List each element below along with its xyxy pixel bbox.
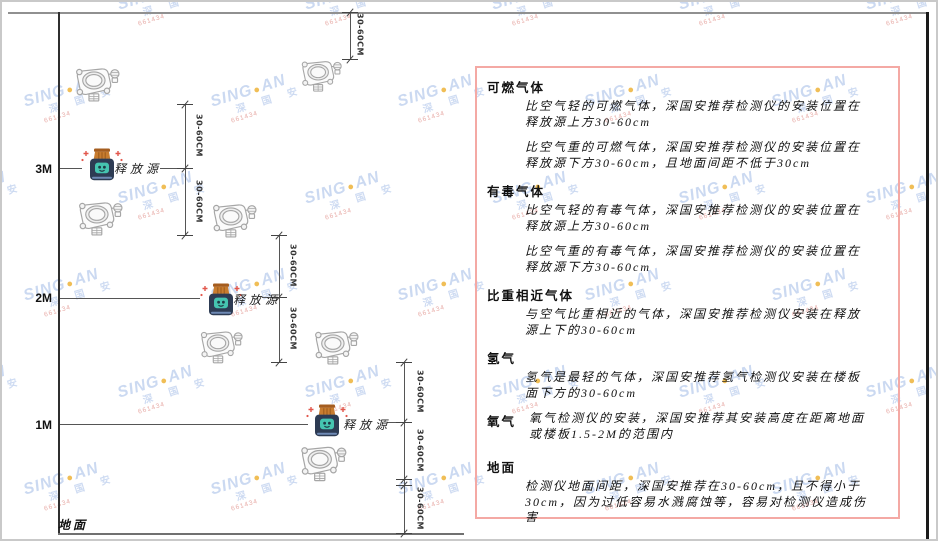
leader-1m-to-dim [387, 422, 404, 423]
level-line-1m [60, 424, 308, 425]
dim-line-1m [404, 362, 405, 535]
gas-detector-icon [197, 328, 245, 365]
brand-dot-icon: ● [438, 277, 450, 291]
dim-line-ceiling [350, 12, 351, 59]
leader-2m-to-dim [262, 297, 279, 298]
ceiling-line [8, 12, 926, 14]
brand-dot-icon: ● [251, 471, 263, 485]
gas-detector-icon [75, 199, 125, 237]
ground-line [58, 533, 464, 535]
section-hydrogen: 氢气 氢气是最轻的气体，深国安推荐氢气检测仪安装在楼板面下方的30-60cm [487, 348, 888, 401]
section-similar-density-gas: 比重相近气体 与空气比重相近的气体，深国安推荐检测仪安装在释放源上下的30-60… [487, 285, 888, 338]
section-heading: 可燃气体 [487, 81, 546, 95]
leader-3m-to-dim [160, 168, 185, 169]
section-oxygen: 氧气 氧气检测仪的安装，深国安推荐其安装高度在距离地面或楼板1.5-2M的范围内 [487, 411, 888, 452]
section-paragraph: 比空气重的可燃气体，深国安推荐检测仪的安装位置在释放源下方30-60cm，且地面… [525, 140, 862, 170]
brand-dot-icon: ● [158, 374, 170, 388]
section-heading: 有毒气体 [487, 185, 546, 199]
dim-label-1m-above: 30-60CM [415, 370, 425, 413]
brand-dot-icon: ● [64, 277, 76, 291]
height-label-3m: 3M [35, 162, 52, 176]
dim-label-2m-above: 30-60CM [288, 244, 298, 287]
section-paragraph: 比空气轻的可燃气体，深国安推荐检测仪的安装位置在释放源上方30-60cm [525, 99, 862, 129]
brand-dot-icon: ● [158, 180, 170, 194]
brand-dot-icon: ● [251, 83, 263, 97]
release-source-label: 释放源 [343, 418, 392, 432]
section-combustible-gas: 可燃气体 比空气轻的可燃气体，深国安推荐检测仪的安装位置在释放源上方30-60c… [487, 77, 888, 171]
section-toxic-gas: 有毒气体 比空气轻的有毒气体，深国安推荐检测仪的安装位置在释放源上方30-60c… [487, 181, 888, 275]
dim-label-ceiling: 30-60CM [355, 13, 365, 56]
release-source-label: 释放源 [233, 293, 282, 307]
installation-guideline-panel: 可燃气体 比空气轻的可燃气体，深国安推荐检测仪的安装位置在释放源上方30-60c… [475, 66, 900, 524]
dim-line-3m [185, 104, 186, 235]
section-paragraph: 比空气重的有毒气体，深国安推荐检测仪的安装位置在释放源下方30-60cm [525, 244, 862, 274]
ground-label: 地面 [58, 518, 89, 532]
height-label-2m: 2M [35, 291, 52, 305]
dim-line-2m [279, 235, 280, 362]
dim-label-2m-below: 30-60CM [288, 307, 298, 350]
gas-detector-icon [311, 328, 361, 366]
gas-detector-icon [298, 58, 344, 93]
right-wall-line [926, 12, 929, 539]
dim-label-1m-below: 30-60CM [415, 429, 425, 472]
section-heading: 氢气 [487, 352, 517, 366]
brand-dot-icon: ● [438, 83, 450, 97]
section-ground: 地面 检测仪地面间距，深国安推荐在30-60cm，且不得小于30cm，因为过低容… [487, 457, 888, 526]
section-heading: 比重相近气体 [487, 289, 575, 303]
gas-detector-icon [297, 443, 349, 483]
dim-label-3m-below: 30-60CM [194, 180, 204, 223]
section-paragraph: 与空气比重相近的气体，深国安推荐检测仪安装在释放源上下的30-60cm [525, 307, 862, 337]
height-label-1m: 1M [35, 418, 52, 432]
section-heading: 氧气 [487, 415, 517, 429]
left-wall-line [58, 12, 60, 535]
level-line-3m [60, 168, 82, 169]
section-paragraph: 检测仪地面间距，深国安推荐在30-60cm，且不得小于30cm，因为过低容易水溅… [525, 479, 867, 524]
section-heading: 地面 [487, 461, 517, 475]
brand-dot-icon: ● [906, 180, 918, 194]
brand-dot-icon: ● [345, 374, 357, 388]
gas-detector-icon [72, 65, 122, 103]
brand-dot-icon: ● [251, 277, 263, 291]
brand-dot-icon: ● [345, 180, 357, 194]
dim-label-ground-gap: 30-60CM [415, 487, 425, 530]
brand-dot-icon: ● [64, 471, 76, 485]
release-source-label: 释放源 [114, 162, 163, 176]
section-paragraph: 氢气是最轻的气体，深国安推荐氢气检测仪安装在楼板面下方的30-60cm [525, 370, 862, 400]
brand-dot-icon: ● [906, 374, 918, 388]
section-paragraph: 比空气轻的有毒气体，深国安推荐检测仪的安装位置在释放源上方30-60cm [525, 203, 862, 233]
brand-dot-icon: ● [438, 471, 450, 485]
level-line-2m [60, 298, 200, 299]
section-paragraph: 氧气检测仪的安装，深国安推荐其安装高度在距离地面或楼板1.5-2M的范围内 [529, 411, 866, 441]
dim-label-3m-above: 30-60CM [194, 114, 204, 157]
gas-detector-icon [209, 201, 259, 239]
